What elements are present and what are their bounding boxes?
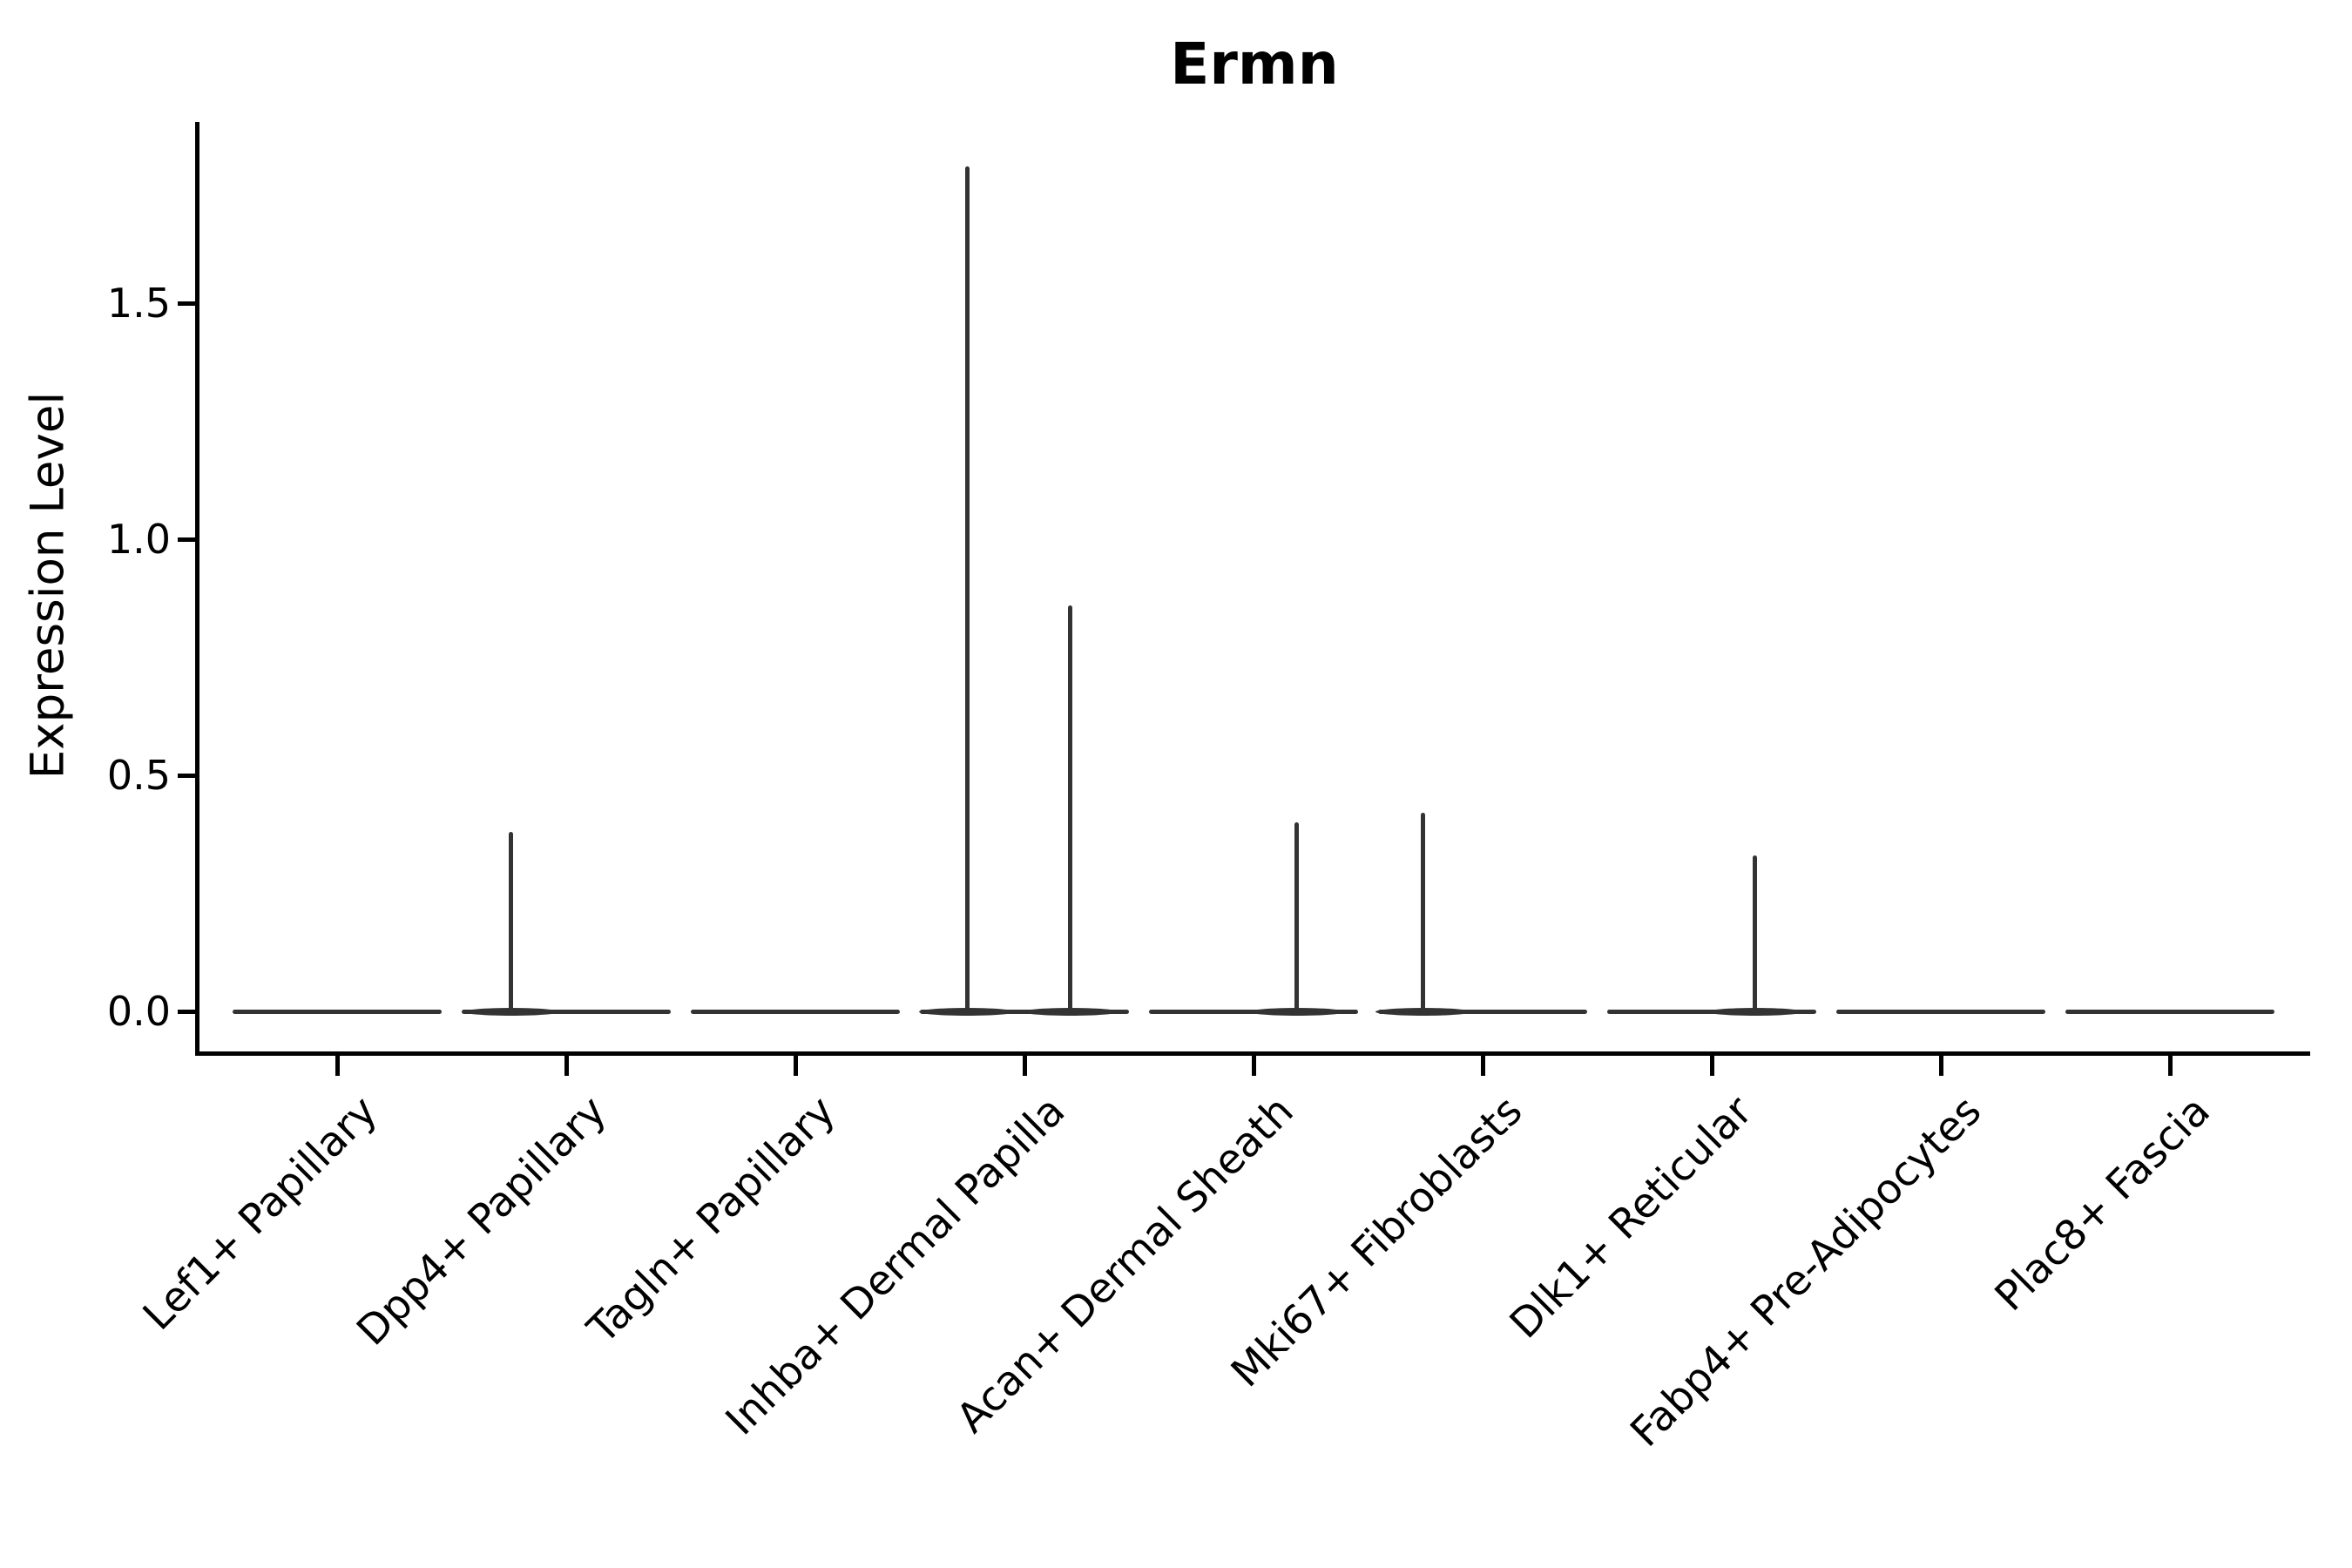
x-tick xyxy=(564,1056,569,1076)
violin-density-bump xyxy=(919,1007,1016,1016)
y-tick-label: 1.0 xyxy=(106,516,171,563)
x-tick-label: Tagln+ Papillary xyxy=(578,1086,845,1354)
x-tick xyxy=(1710,1056,1714,1076)
violin-spike xyxy=(1294,822,1300,1011)
x-tick-label: Lef1+ Papillary xyxy=(133,1086,387,1340)
x-tick-label: Dpp4+ Papillary xyxy=(348,1086,616,1355)
y-tick-label: 0.0 xyxy=(106,988,171,1035)
violin-base-line xyxy=(462,1009,671,1014)
x-tick xyxy=(1023,1056,1027,1076)
violin-density-bump xyxy=(1248,1007,1345,1016)
y-tick xyxy=(178,1010,197,1014)
y-tick-label: 0.5 xyxy=(106,752,171,799)
violin-density-bump xyxy=(1022,1007,1119,1016)
violin-density-bump xyxy=(463,1007,559,1016)
violin-base-line xyxy=(2065,1009,2274,1014)
x-tick xyxy=(794,1056,798,1076)
violin-base-line xyxy=(691,1009,900,1014)
violin-spike xyxy=(1421,813,1426,1011)
violin-spike xyxy=(964,166,970,1011)
violin-spike xyxy=(1068,605,1073,1011)
violin-base-line xyxy=(233,1009,442,1014)
x-tick xyxy=(1481,1056,1485,1076)
x-tick xyxy=(1252,1056,1256,1076)
y-tick xyxy=(178,301,197,306)
chart-title: Ermn xyxy=(1170,30,1339,98)
x-axis-spine xyxy=(195,1051,2310,1056)
x-tick-label: Plac8+ Fascia xyxy=(1985,1086,2220,1321)
violin-density-bump xyxy=(1707,1007,1803,1016)
y-tick-label: 1.5 xyxy=(106,280,171,327)
violin-spike xyxy=(1753,855,1758,1011)
y-axis-spine xyxy=(195,122,199,1056)
y-tick xyxy=(178,537,197,542)
violin-base-line xyxy=(1378,1009,1587,1014)
x-tick xyxy=(2168,1056,2173,1076)
x-tick xyxy=(335,1056,340,1076)
violin-spike xyxy=(509,832,514,1011)
x-tick xyxy=(1939,1056,1943,1076)
violin-base-line xyxy=(1836,1009,2045,1014)
y-tick xyxy=(178,774,197,778)
x-tick-label: Dlk1+ Reticular xyxy=(1500,1086,1761,1348)
violin-density-bump xyxy=(1375,1007,1471,1016)
